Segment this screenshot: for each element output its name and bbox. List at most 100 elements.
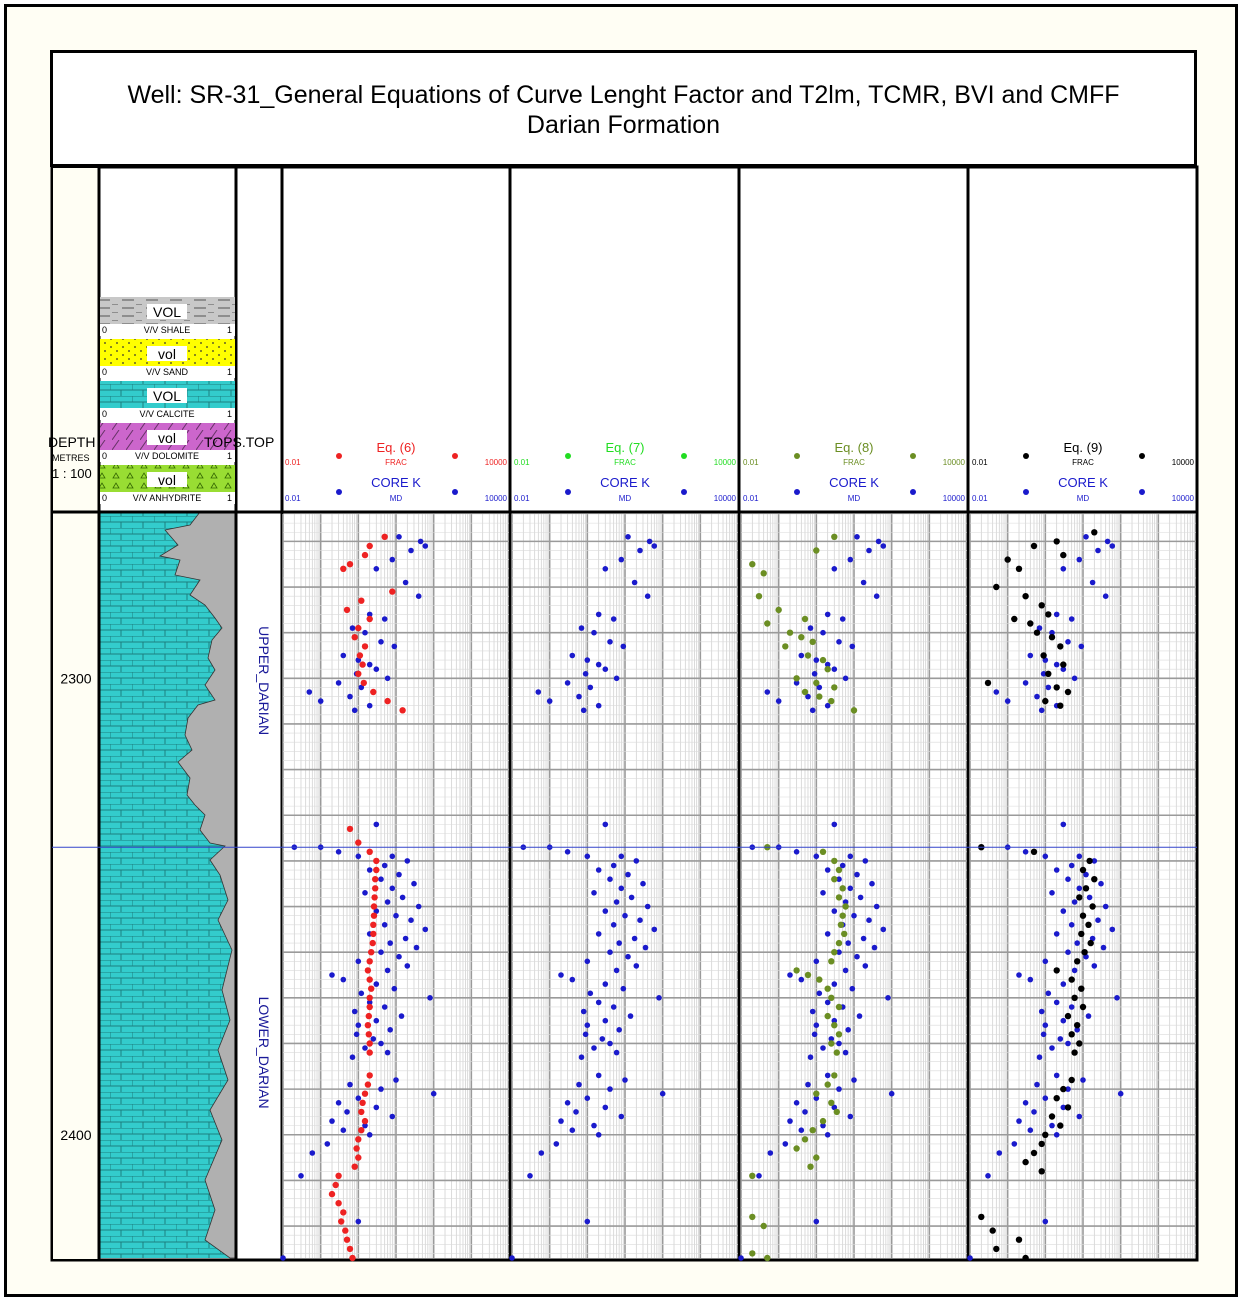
core-k-point	[607, 1040, 613, 1047]
point-eq6	[366, 994, 373, 1001]
point-eq8	[831, 1072, 838, 1079]
core-k-point	[389, 853, 396, 860]
core-k-point	[1022, 849, 1029, 855]
core-k-point	[602, 981, 609, 987]
legend-marker	[452, 453, 458, 459]
point-eq8	[749, 1172, 756, 1180]
core-k-point	[430, 1090, 437, 1097]
core-k-point	[509, 1255, 515, 1261]
point-eq8	[749, 1250, 756, 1257]
core-k-point	[558, 972, 564, 978]
core-k-point	[396, 534, 402, 540]
core-k-point	[602, 566, 609, 572]
core-k-point	[793, 1100, 800, 1106]
point-eq8	[831, 949, 838, 956]
point-eq8	[809, 638, 816, 645]
point-eq9	[1068, 976, 1075, 983]
point-eq9	[1045, 670, 1052, 677]
core-k-point	[1071, 675, 1078, 682]
track-curve-min: 0.01	[972, 458, 988, 467]
core-k-point	[538, 1150, 545, 1156]
track-curve-unit: FRAC	[385, 458, 407, 467]
point-eq9	[1085, 921, 1092, 928]
point-eq9	[1022, 1158, 1029, 1166]
point-eq8	[839, 885, 846, 892]
core-k-point	[317, 698, 324, 704]
point-eq6	[371, 894, 378, 901]
core-k-point	[355, 958, 362, 965]
point-eq8	[813, 679, 820, 687]
core-k-point	[1065, 1040, 1071, 1047]
point-eq9	[1038, 602, 1045, 609]
core-k-point	[1042, 1022, 1049, 1028]
point-eq8	[760, 1222, 767, 1230]
core-k-point	[355, 853, 362, 860]
core-k-point	[591, 1122, 597, 1129]
point-eq8	[760, 570, 767, 577]
point-eq8	[835, 1003, 843, 1011]
point-eq6	[366, 848, 373, 855]
core-k-point	[607, 876, 613, 882]
point-eq8	[775, 606, 782, 614]
point-eq6	[366, 976, 373, 983]
title-box: Well: SR-31_General Equations of Curve L…	[50, 50, 1197, 167]
core-k-point	[1098, 880, 1104, 887]
core-k-point	[1102, 593, 1109, 599]
point-eq8	[824, 1012, 831, 1020]
track-ref-max: 10000	[1172, 494, 1195, 503]
point-eq8	[824, 985, 831, 992]
core-k-point	[787, 972, 793, 978]
point-eq9	[1071, 1049, 1078, 1056]
point-eq9	[1022, 1254, 1029, 1262]
zone-label-upper_darian: UPPER_DARIAN	[256, 626, 272, 735]
point-eq6	[366, 615, 373, 623]
core-k-point	[595, 1132, 602, 1138]
core-k-point	[809, 1008, 816, 1015]
core-k-point	[1040, 1031, 1047, 1038]
point-eq9	[1057, 643, 1064, 650]
legend-min: 0	[102, 325, 107, 335]
point-eq6	[356, 652, 364, 659]
core-k-point	[793, 680, 800, 686]
core-k-point	[880, 926, 887, 933]
track-curve-title: Eq. (9)	[1063, 440, 1102, 455]
point-eq6	[361, 551, 369, 559]
point-eq8	[749, 1213, 756, 1221]
core-k-point	[373, 566, 380, 572]
point-eq9	[1087, 939, 1094, 947]
core-k-point	[396, 871, 402, 878]
core-k-point	[366, 611, 373, 618]
point-eq9	[1082, 885, 1090, 892]
core-k-point	[347, 693, 353, 700]
track-ref-title: CORE K	[371, 475, 421, 490]
point-eq8	[816, 693, 823, 700]
point-eq6	[369, 939, 376, 947]
core-k-point	[831, 821, 838, 828]
legend-marker	[681, 489, 687, 495]
core-k-point	[1076, 556, 1083, 563]
core-k-point	[569, 976, 576, 983]
core-k-point	[378, 876, 384, 882]
core-k-point	[849, 643, 856, 650]
track-ref-min: 0.01	[743, 494, 759, 503]
core-k-point	[408, 547, 414, 554]
core-k-point	[1060, 1104, 1067, 1111]
core-k-point	[839, 862, 846, 869]
core-k-point	[607, 949, 613, 955]
core-k-point	[824, 611, 831, 618]
core-k-point	[393, 912, 399, 919]
core-k-point	[373, 666, 380, 672]
core-k-point	[888, 1090, 895, 1097]
depth-unit: METRES	[52, 453, 90, 463]
core-k-point	[602, 666, 609, 672]
point-eq9	[1060, 1085, 1067, 1093]
legend-name-sand: vol	[158, 346, 176, 362]
core-k-point	[793, 849, 800, 855]
core-k-point	[824, 867, 831, 873]
core-k-point	[1042, 657, 1049, 663]
core-k-point	[309, 1150, 316, 1156]
point-eq6	[370, 903, 378, 910]
core-k-point	[381, 862, 388, 869]
core-k-point	[378, 1040, 384, 1047]
core-k-point	[862, 858, 869, 864]
